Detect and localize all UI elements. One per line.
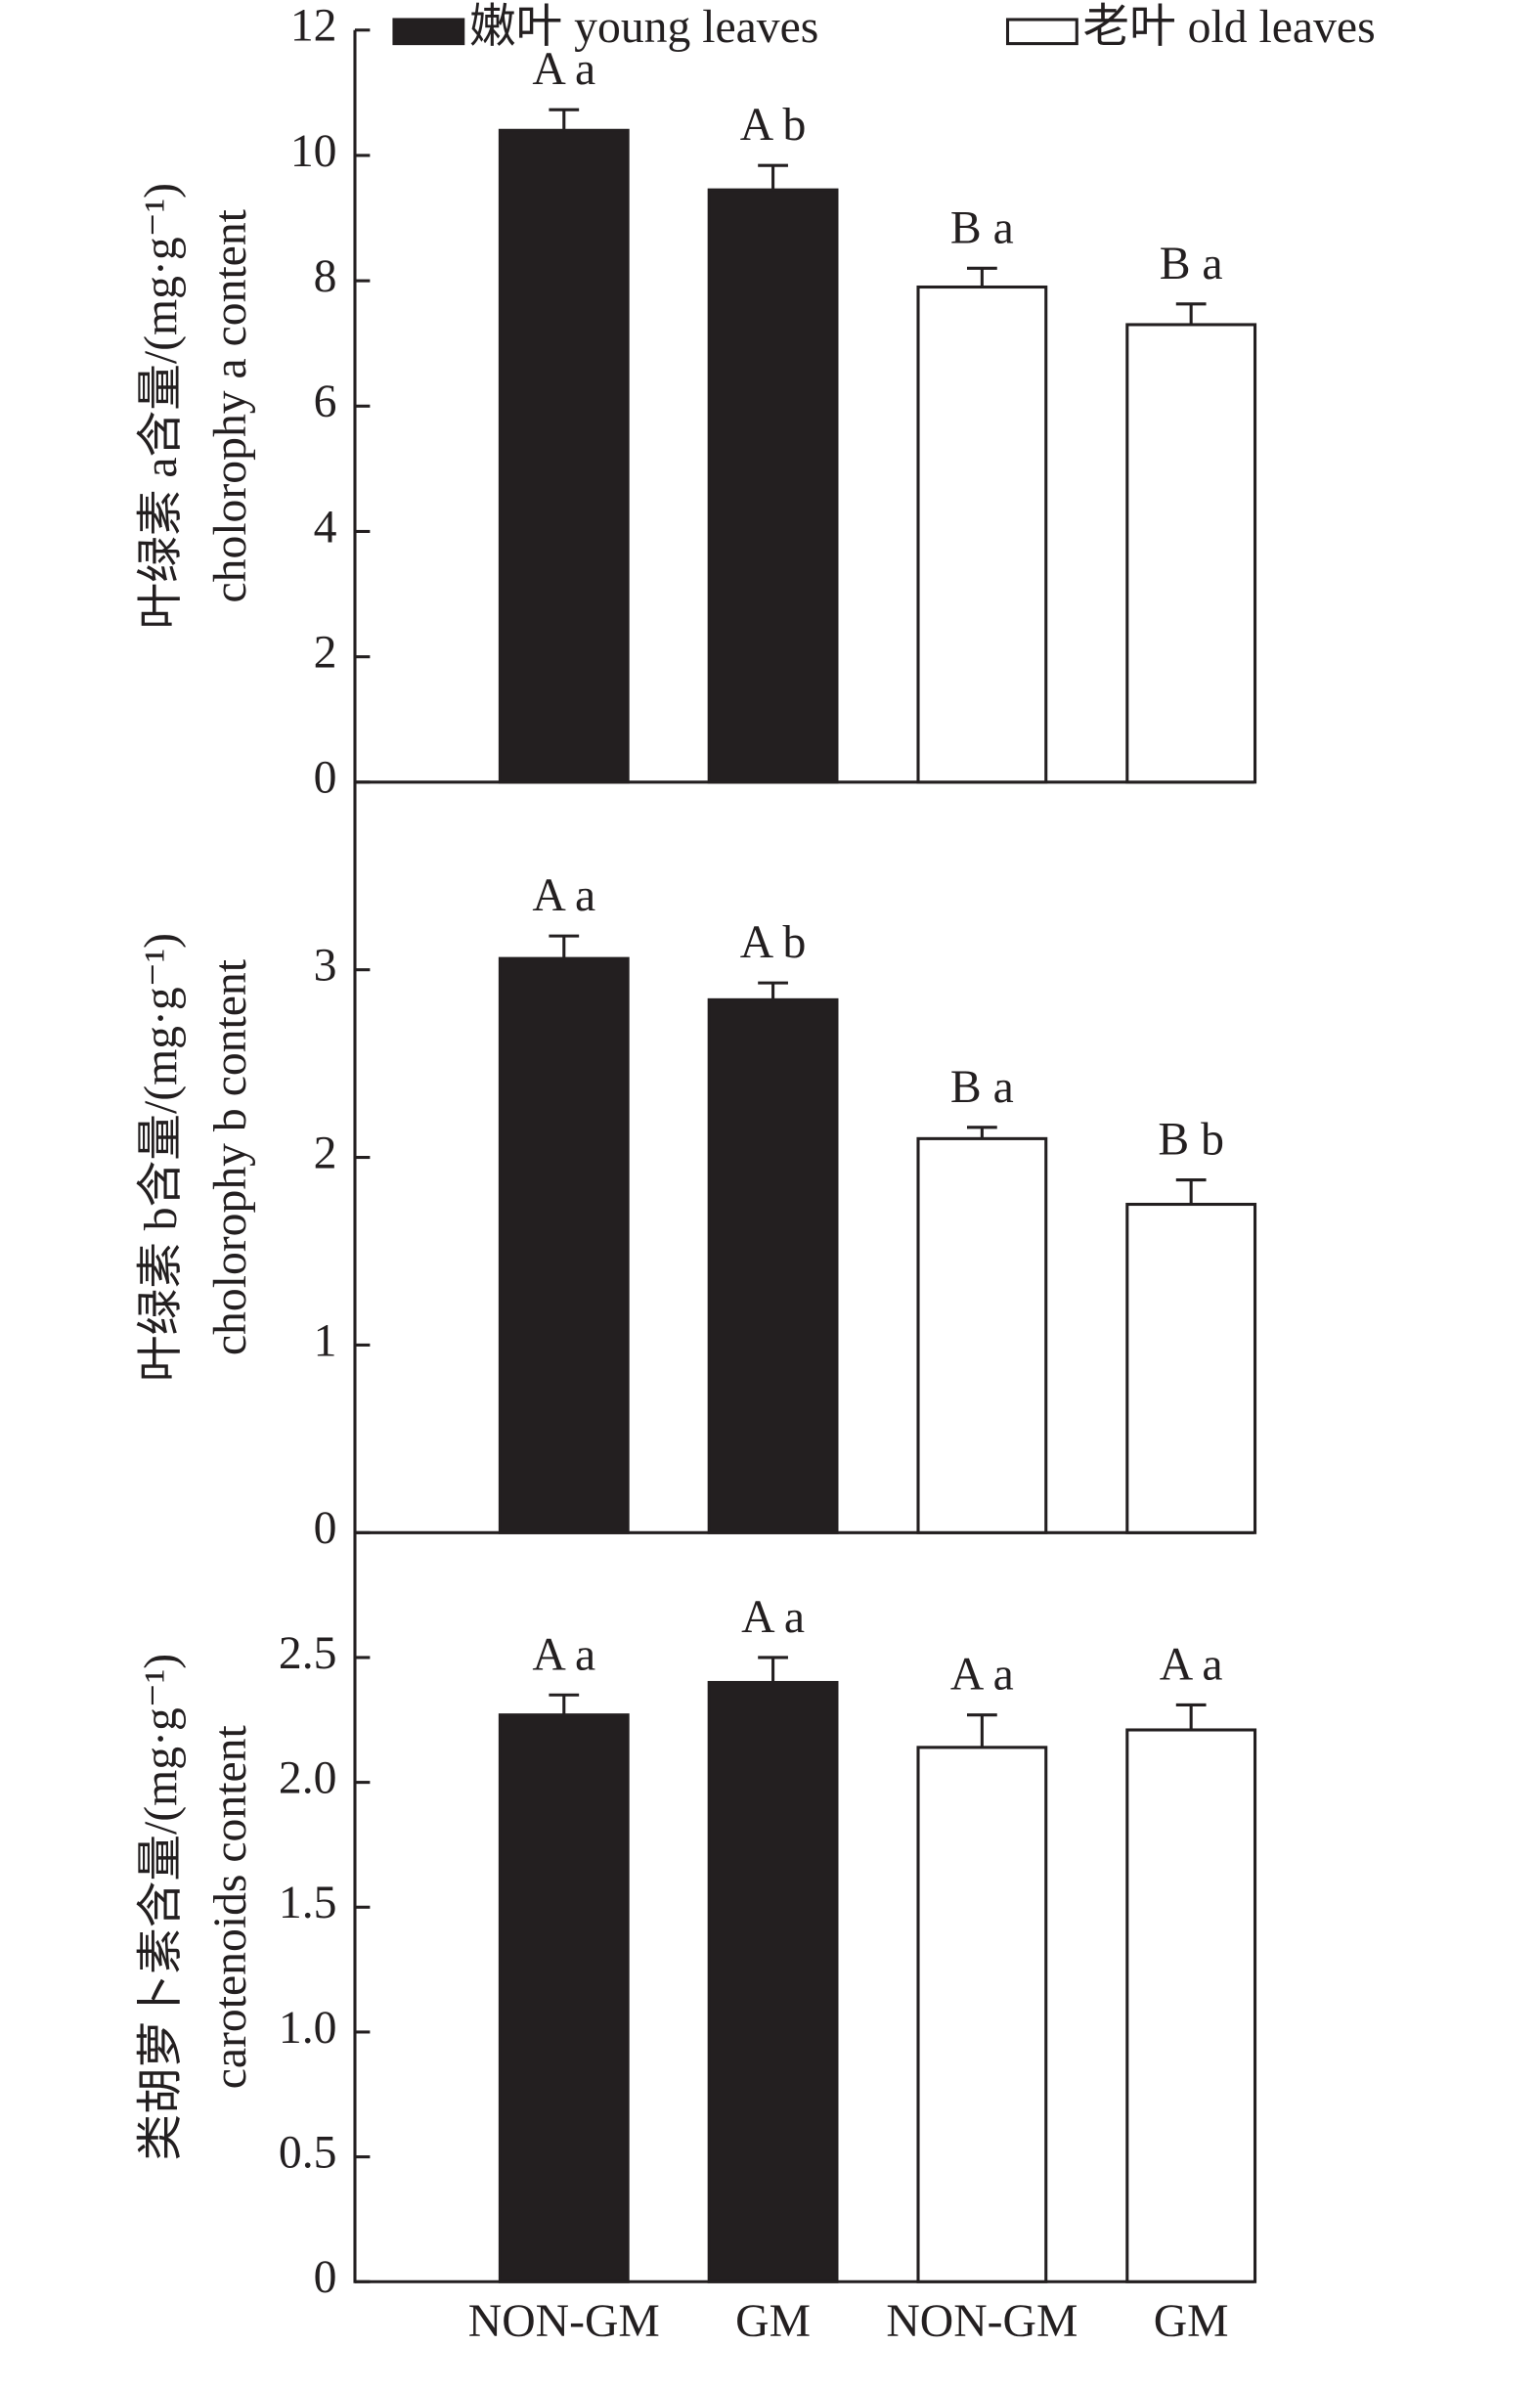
legend-swatch	[1005, 18, 1078, 46]
y-tick-label: 1.0	[279, 2003, 337, 2054]
bar	[707, 997, 839, 1534]
y-axis-label: carotenoids content	[205, 1725, 256, 2089]
x-tick-label: NON-GM	[468, 2296, 660, 2347]
y-axis-label: 叶绿素 a含量/(mg·g⁻¹)	[136, 183, 187, 630]
bar	[498, 1713, 630, 2283]
x-tick-label: NON-GM	[886, 2296, 1078, 2347]
y-tick-label: 0	[314, 753, 337, 804]
y-axis-label: cholorophy a content	[205, 209, 256, 602]
y-tick-label: 10	[290, 126, 337, 177]
bar	[916, 285, 1048, 784]
annotation: A a	[532, 1629, 595, 1680]
x-tick-label: GM	[1154, 2296, 1229, 2347]
y-tick-label: 0	[314, 2252, 337, 2303]
y-tick-label: 0.5	[279, 2128, 337, 2179]
legend-swatch	[392, 18, 465, 46]
bar	[1125, 1728, 1257, 2283]
y-axis-label: 叶绿素 b含量/(mg·g⁻¹)	[136, 933, 187, 1382]
y-tick-label: 2.5	[279, 1628, 337, 1679]
bar	[916, 1136, 1048, 1534]
bar	[707, 188, 839, 784]
annotation: A a	[1160, 1639, 1223, 1690]
bar	[916, 1746, 1048, 2283]
y-axis-label: 类胡萝卜素含量/(mg·g⁻¹)	[136, 1654, 187, 2161]
annotation: B a	[1160, 239, 1223, 289]
y-tick-label: 6	[314, 376, 337, 427]
y-tick-label: 3	[314, 941, 337, 992]
annotation: A a	[741, 1592, 805, 1643]
annotation: A a	[532, 870, 595, 921]
y-tick-label: 8	[314, 251, 337, 302]
y-tick-label: 1.5	[279, 1878, 337, 1928]
y-tick-label: 2.0	[279, 1753, 337, 1804]
y-tick-label: 2	[314, 1128, 337, 1178]
annotation: B a	[950, 1062, 1014, 1113]
x-tick-label: GM	[735, 2296, 811, 2347]
annotation: A b	[740, 100, 807, 151]
y-tick-label: 1	[314, 1315, 337, 1366]
legend-label: 嫩叶 young leaves	[469, 2, 818, 53]
annotation: B b	[1158, 1115, 1224, 1166]
y-tick-label: 2	[314, 628, 337, 679]
bar	[498, 956, 630, 1534]
annotation: A a	[950, 1650, 1014, 1701]
y-axis-label: cholorophy b content	[205, 959, 256, 1355]
annotation: A a	[532, 44, 595, 95]
bar	[707, 1680, 839, 2283]
legend-label: 老叶 old leaves	[1082, 2, 1375, 53]
bar	[498, 128, 630, 784]
y-tick-label: 4	[314, 502, 337, 553]
y-tick-label: 12	[290, 1, 337, 52]
annotation: A b	[740, 917, 807, 968]
y-tick-label: 0	[314, 1503, 337, 1554]
bar	[1125, 323, 1257, 784]
bar	[1125, 1202, 1257, 1534]
annotation: B a	[950, 202, 1014, 253]
